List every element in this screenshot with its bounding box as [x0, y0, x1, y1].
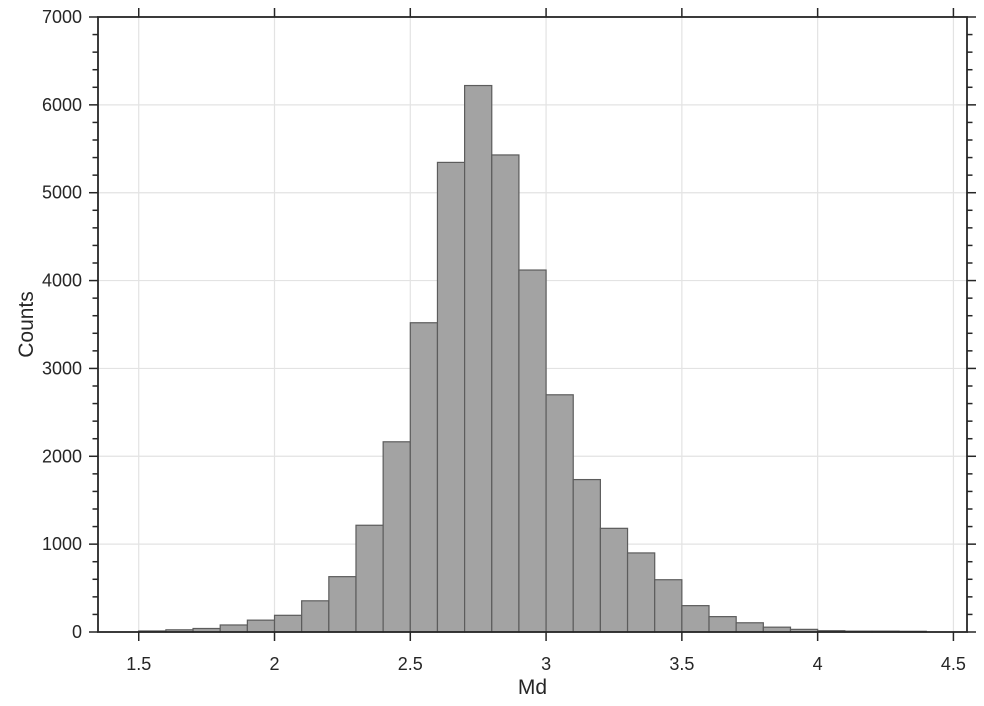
histogram-bar — [246, 619, 276, 633]
axes-box — [97, 16, 968, 633]
x-tick-label: 2.5 — [398, 654, 423, 674]
y-tick-label: 4000 — [42, 271, 82, 291]
y-tick-label: 3000 — [42, 358, 82, 378]
histogram-bar — [491, 154, 520, 633]
histogram-bar — [599, 527, 629, 633]
histogram-bar — [464, 84, 493, 633]
histogram-bar — [572, 478, 601, 633]
histogram-bar — [301, 600, 330, 633]
histogram-bar — [626, 552, 656, 633]
y-tick-label: 1000 — [42, 534, 82, 554]
x-tick-label: 2 — [270, 654, 280, 674]
y-tick-label: 6000 — [42, 95, 82, 115]
y-tick-label: 0 — [72, 622, 82, 642]
histogram-bar — [735, 622, 764, 633]
x-axis-label: Md — [518, 676, 547, 699]
x-tick-label: 3.5 — [669, 654, 694, 674]
histogram-bar — [355, 524, 384, 633]
histogram-bar — [681, 605, 710, 633]
y-axis-label: Counts — [15, 291, 38, 358]
histogram-bar — [382, 441, 411, 633]
histogram-bar — [409, 322, 439, 633]
x-tick-label: 1.5 — [126, 654, 151, 674]
y-tick-label: 2000 — [42, 446, 82, 466]
histogram-bar — [219, 624, 248, 633]
x-tick-label: 4.5 — [941, 654, 966, 674]
histogram-bar — [708, 616, 737, 633]
histogram-bar — [545, 394, 574, 633]
histogram-bar — [654, 579, 683, 633]
histogram-bar — [436, 161, 466, 633]
histogram-bar — [518, 269, 547, 633]
y-tick-label: 7000 — [42, 7, 82, 27]
histogram-bar — [328, 576, 357, 633]
y-tick-label: 5000 — [42, 183, 82, 203]
histogram-bar — [273, 614, 303, 633]
x-tick-label: 4 — [813, 654, 823, 674]
x-tick-label: 3 — [541, 654, 551, 674]
